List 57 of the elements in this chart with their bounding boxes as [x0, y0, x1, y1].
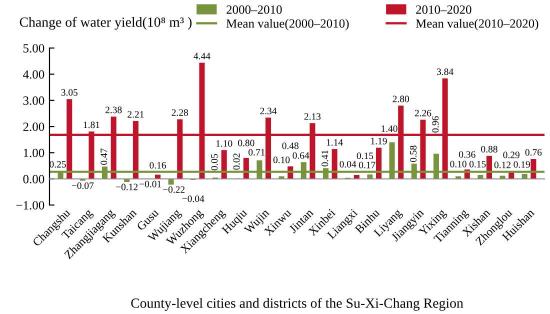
- data-label: 0.64: [292, 152, 310, 159]
- data-label: 0.02: [233, 154, 240, 170]
- legend-label: Mean value(2010–2020): [416, 18, 538, 30]
- data-label: 0.71: [248, 148, 265, 156]
- data-label: 2.38: [106, 106, 122, 114]
- data-label: 0.47: [100, 148, 108, 165]
- data-label: 0.17: [359, 162, 376, 168]
- legend-label: 2000–2010: [226, 5, 282, 14]
- y-tick-label: 1.00: [24, 148, 44, 158]
- legend-label: 2010–2020: [416, 5, 472, 14]
- data-label: −0.22: [163, 186, 185, 193]
- data-label: 2.34: [260, 108, 277, 114]
- data-label: −0.04: [182, 195, 204, 202]
- data-label: 0.58: [410, 146, 417, 162]
- y-tick-label: 2.00: [23, 122, 44, 132]
- data-label: 0.15: [470, 160, 486, 168]
- data-label: −0.07: [72, 182, 94, 189]
- y-tick-label: −1.00: [16, 201, 44, 210]
- y-tick-label: 5.00: [23, 44, 44, 53]
- y-tick-label: 3.00: [23, 96, 44, 105]
- chart-title: Change of water yield(10⁸ m³ ): [20, 16, 192, 30]
- data-label: 1.14: [326, 139, 343, 146]
- data-label: 0.29: [503, 152, 520, 158]
- y-tick-label: 4.00: [23, 70, 44, 79]
- data-label: 0.10: [273, 156, 290, 164]
- data-label: 0.12: [494, 162, 510, 168]
- legend-label: Mean value(2000–2010): [226, 18, 349, 30]
- data-label: 0.19: [514, 161, 530, 168]
- data-label: 1.19: [371, 138, 387, 144]
- data-label: 3.05: [61, 89, 78, 96]
- data-label: 0.36: [459, 151, 476, 158]
- data-label: 4.44: [194, 52, 210, 60]
- data-label: 2.80: [392, 96, 409, 102]
- data-label: 0.76: [525, 149, 542, 156]
- data-label: −0.12: [116, 184, 138, 190]
- data-label: 1.10: [216, 140, 232, 147]
- data-label: 0.25: [50, 161, 66, 168]
- data-label: 0.16: [150, 162, 166, 169]
- data-label: 0.10: [450, 160, 466, 168]
- data-label: 0.05: [211, 154, 218, 170]
- data-label: 0.80: [238, 140, 254, 146]
- data-label: 0.41: [322, 150, 328, 166]
- data-label: 2.21: [128, 111, 144, 118]
- data-label: 2.28: [172, 109, 188, 116]
- data-label: 0.04: [340, 160, 356, 168]
- data-label: 0.15: [356, 152, 374, 160]
- data-label: 2.13: [304, 113, 321, 120]
- data-label: −0.01: [140, 180, 161, 188]
- data-label: 3.84: [437, 68, 454, 76]
- data-label: 2.26: [414, 110, 432, 116]
- data-label: 0.96: [432, 116, 439, 133]
- x-axis-title: County-level cities and districts of the Su-Xi-Chang Region: [131, 298, 464, 311]
- data-label: 0.48: [282, 142, 299, 150]
- data-label: 1.40: [382, 125, 398, 132]
- y-tick-label: 0.00: [23, 174, 44, 184]
- data-label: 0.88: [481, 146, 498, 153]
- data-label: 1.81: [84, 122, 100, 128]
